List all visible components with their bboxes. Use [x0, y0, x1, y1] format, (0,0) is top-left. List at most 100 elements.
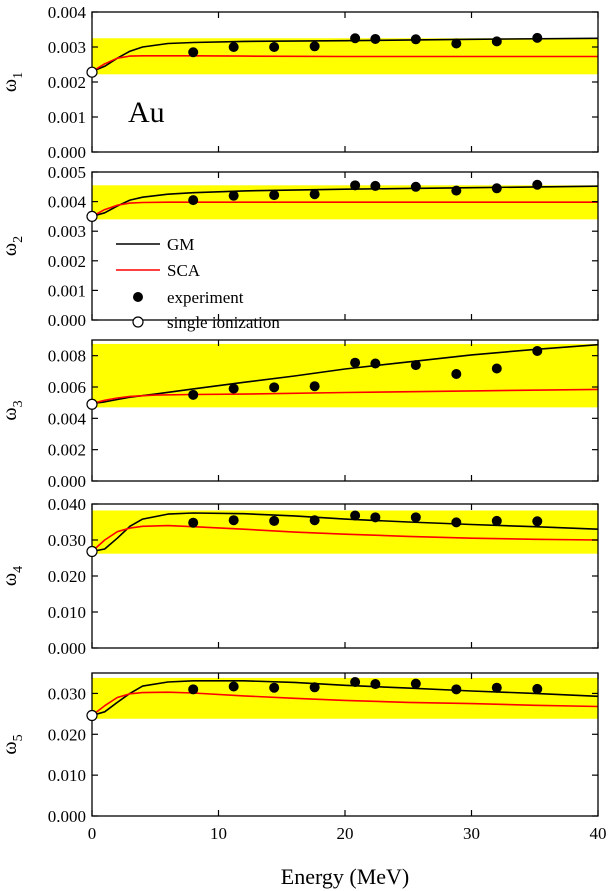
- experiment-point: [370, 180, 381, 191]
- single-ionization-point: [86, 398, 98, 410]
- experiment-point: [309, 381, 320, 392]
- experiment-point: [309, 682, 320, 693]
- experiment-point: [451, 368, 462, 379]
- experiment-point: [228, 190, 239, 201]
- x-axis-title: Energy (MeV): [281, 864, 410, 889]
- curves: [92, 37, 598, 73]
- y-axis-label-subscript: 1: [11, 72, 26, 79]
- single-ionization-point: [86, 709, 98, 722]
- experiment-point: [309, 41, 320, 52]
- experiment-point: [228, 383, 239, 394]
- y-axis-label-subscript: 4: [11, 566, 26, 573]
- experiment-point: [410, 678, 421, 689]
- element-annotation: Au: [128, 96, 165, 129]
- experiment-point: [532, 683, 543, 694]
- x-tick-label: 30: [463, 824, 480, 843]
- y-tick-label: 0.010: [48, 766, 86, 785]
- experiment-point: [188, 195, 199, 206]
- experiment-point: [491, 363, 502, 374]
- y-tick-label: 0.004: [48, 193, 87, 212]
- y-tick-label: 0.002: [48, 73, 86, 92]
- experiment-point: [269, 682, 280, 693]
- panel-2: 0.000 0.001 0.002 0.003 0.004 0.005 ω2: [0, 163, 599, 330]
- experiment-point: [491, 515, 502, 526]
- y-tick-label: 0.000: [48, 639, 86, 658]
- y-tick-label: 0.005: [48, 163, 86, 182]
- y-axis-label-subscript: 3: [11, 400, 26, 407]
- experiment-point: [350, 676, 361, 687]
- x-tick-label: 20: [337, 824, 354, 843]
- y-tick-label: 0.000: [48, 472, 86, 491]
- y-axis-label: ω3: [0, 400, 26, 420]
- experiment-point: [188, 47, 199, 58]
- experiment-point: [370, 358, 381, 369]
- experiment-point: [269, 515, 280, 526]
- experiment-point: [410, 34, 421, 45]
- y-tick-label: 0.002: [48, 252, 86, 271]
- single-ionization-point: [86, 66, 98, 78]
- experiment-point: [451, 38, 462, 49]
- experiment-point: [451, 684, 462, 695]
- legend-swatch-single-ionization: [132, 316, 144, 328]
- experiment-point: [350, 33, 361, 44]
- experiment-point: [269, 42, 280, 52]
- y-tick-label: 0.001: [48, 281, 86, 300]
- experiment-point: [228, 681, 239, 692]
- experiment-point: [451, 185, 462, 196]
- x-tick-label: 0: [88, 824, 97, 843]
- uncertainty-band: [92, 677, 598, 719]
- experiment-point: [350, 180, 361, 191]
- experiment-point: [532, 516, 543, 527]
- y-tick-label: 0.002: [48, 441, 86, 460]
- experiment-point: [491, 36, 502, 47]
- y-tick-label: 0.004: [48, 3, 87, 22]
- x-tick-label: 40: [590, 824, 607, 843]
- y-tick-label: 0.040: [48, 495, 86, 514]
- experiment-point: [350, 510, 361, 521]
- y-tick-label: 0.020: [48, 567, 86, 586]
- y-tick-label: 0.030: [48, 684, 86, 703]
- y-tick-label: 0.020: [48, 725, 86, 744]
- experiment-point: [451, 517, 462, 528]
- experiment-point: [491, 183, 502, 194]
- y-axis-label: ω2: [0, 236, 26, 256]
- experiment-point: [309, 189, 320, 200]
- sca-curve: [92, 388, 598, 405]
- y-axis-label-symbol: ω: [0, 243, 21, 256]
- experiment-point: [228, 42, 239, 52]
- legend: GM SCA experiment single ionization: [116, 235, 280, 332]
- experiment-point: [350, 357, 361, 368]
- y-axis-label-symbol: ω: [0, 407, 21, 420]
- y-tick-label: 0.030: [48, 531, 86, 550]
- y-axis-label-subscript: 5: [11, 734, 26, 741]
- experiment-point: [532, 345, 543, 356]
- y-tick-label: 0.001: [48, 108, 86, 127]
- single-ionization-point: [86, 545, 98, 558]
- y-axis-label-symbol: ω: [0, 741, 21, 754]
- single-ionization-point: [86, 210, 98, 222]
- panel-1: 0.000 0.001 0.002 0.003 0.004 ω1: [0, 3, 599, 162]
- y-tick-label: 0.000: [48, 807, 86, 826]
- experiment-point: [188, 684, 199, 695]
- panel-4: 0.000 0.010 0.020 0.030 0.040 ω4: [0, 495, 599, 658]
- gm-curve: [92, 185, 598, 218]
- y-tick-label: 0.006: [48, 378, 86, 397]
- y-tick-label: 0.010: [48, 603, 86, 622]
- curves: [92, 343, 598, 405]
- legend-swatch-experiment: [133, 292, 143, 302]
- y-tick-label: 0.003: [48, 222, 86, 241]
- experiment-point: [269, 382, 280, 393]
- experiment-point: [532, 32, 543, 43]
- uncertainty-band: [92, 510, 598, 554]
- sca-curve: [92, 691, 598, 717]
- legend-label: GM: [167, 235, 194, 254]
- experiment-point: [188, 389, 199, 400]
- y-tick-label: 0.008: [48, 347, 86, 366]
- legend-label: SCA: [167, 261, 201, 280]
- y-tick-label: 0.000: [48, 143, 86, 162]
- y-tick-label: 0.000: [48, 311, 86, 330]
- experiment-point: [188, 517, 199, 528]
- gm-curve: [92, 343, 598, 405]
